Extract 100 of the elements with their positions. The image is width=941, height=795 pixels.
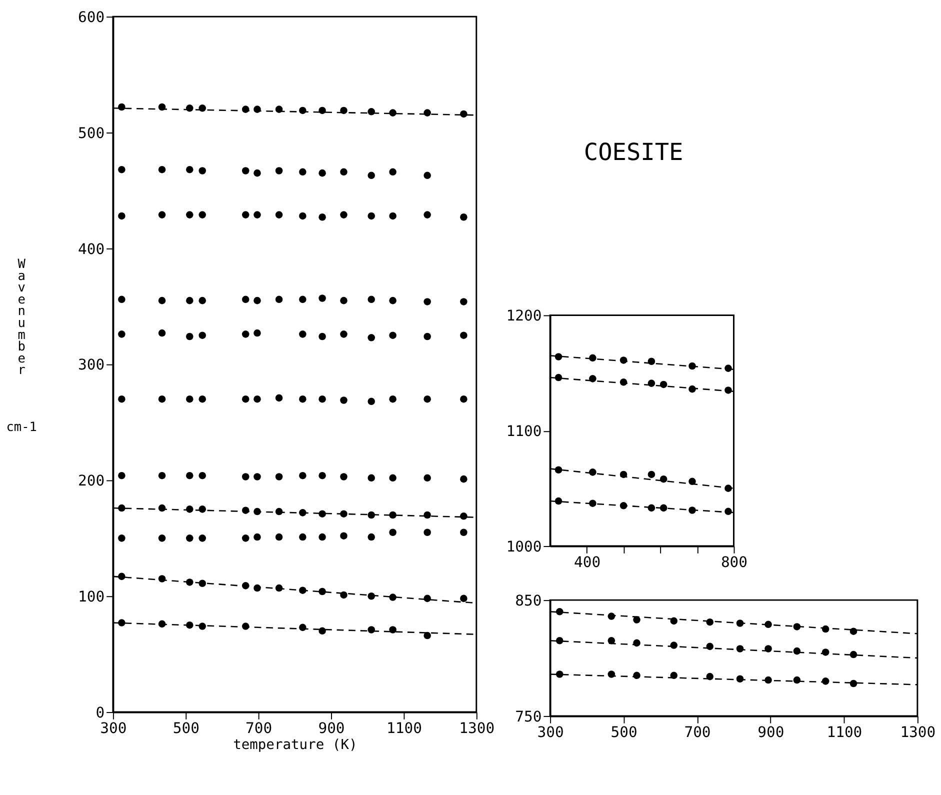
point <box>158 395 166 403</box>
point <box>368 212 376 220</box>
point <box>299 533 306 541</box>
point <box>340 106 348 114</box>
point <box>368 398 376 406</box>
point <box>389 109 396 116</box>
point <box>198 395 206 403</box>
y-tick-label: 850 <box>515 592 542 610</box>
point <box>389 511 396 519</box>
point <box>340 591 348 599</box>
point <box>318 294 326 302</box>
point <box>368 334 376 342</box>
point <box>389 626 396 634</box>
point <box>299 168 306 176</box>
point <box>389 332 396 339</box>
point <box>589 500 596 507</box>
point <box>340 330 348 338</box>
point <box>118 472 126 480</box>
point <box>389 168 396 176</box>
point <box>424 528 431 536</box>
point <box>198 622 206 630</box>
point <box>242 473 250 480</box>
point <box>424 395 431 403</box>
point <box>460 528 468 536</box>
point <box>318 106 326 114</box>
point <box>299 296 306 304</box>
y-tick-label: 400 <box>78 240 105 258</box>
point <box>460 594 468 602</box>
point <box>299 330 306 338</box>
point <box>318 213 326 221</box>
point <box>648 380 656 387</box>
point <box>556 636 564 644</box>
point <box>554 497 562 505</box>
point <box>158 534 166 542</box>
point <box>318 588 326 596</box>
point <box>389 212 396 220</box>
point <box>660 380 668 388</box>
x-tick-label: 700 <box>684 724 711 742</box>
point <box>275 296 283 304</box>
point <box>158 296 166 304</box>
x-tick-label: 900 <box>318 720 345 738</box>
point <box>158 211 166 218</box>
y-tick-label: 750 <box>515 708 542 726</box>
point <box>368 172 376 180</box>
point <box>158 166 166 174</box>
point <box>340 532 348 540</box>
point <box>242 534 250 542</box>
point <box>389 528 396 536</box>
point <box>254 169 261 177</box>
point <box>186 332 194 340</box>
x-axis-title: temperature (K) <box>233 736 358 753</box>
x-tick-label: 300 <box>537 724 564 742</box>
point <box>299 395 306 403</box>
point <box>186 395 194 403</box>
point <box>589 375 596 382</box>
point <box>340 296 348 304</box>
y-tick-label: 300 <box>78 356 105 374</box>
point <box>368 474 376 482</box>
point <box>424 632 431 640</box>
point <box>118 296 126 304</box>
y-tick-label: 0 <box>96 704 105 722</box>
text: Wavenumber <box>18 257 26 378</box>
point <box>460 475 468 483</box>
y-tick-label: 1000 <box>506 538 542 556</box>
point <box>660 504 668 512</box>
x-tick-label: 900 <box>758 724 784 742</box>
point <box>389 296 396 304</box>
point <box>198 472 206 480</box>
point <box>254 296 261 304</box>
point <box>424 298 431 306</box>
point <box>460 395 468 403</box>
point <box>242 330 250 338</box>
point <box>198 332 206 339</box>
text: cm-1 <box>6 420 37 436</box>
point <box>368 533 376 541</box>
point <box>186 296 194 304</box>
point <box>660 475 668 483</box>
point <box>648 358 656 366</box>
point <box>186 534 194 542</box>
x-tick-label: 300 <box>100 720 127 738</box>
point <box>424 211 431 218</box>
point <box>299 212 306 220</box>
point <box>424 594 431 602</box>
point <box>198 296 206 304</box>
point <box>554 374 562 382</box>
point <box>318 332 326 340</box>
point <box>460 213 468 221</box>
point <box>198 211 206 218</box>
point <box>389 594 396 601</box>
chart-title: COESITE <box>584 138 684 166</box>
point <box>424 332 431 340</box>
point <box>275 473 283 480</box>
point <box>554 353 562 360</box>
point <box>850 628 858 635</box>
point <box>186 472 194 480</box>
point <box>340 396 348 404</box>
point <box>275 211 283 218</box>
point <box>460 332 468 339</box>
point <box>318 533 326 541</box>
point <box>318 627 326 635</box>
